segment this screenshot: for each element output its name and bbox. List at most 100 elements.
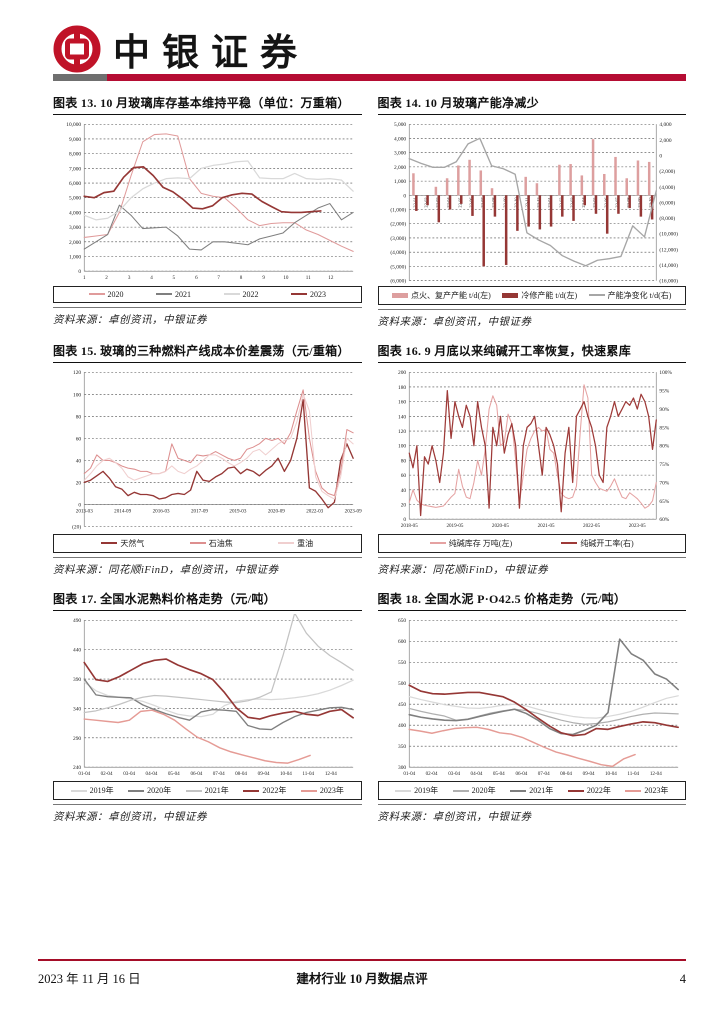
svg-text:20: 20 [400, 502, 406, 508]
legend-item: 纯碱库存 万吨(左) [429, 538, 512, 549]
legend-swatch [625, 789, 642, 792]
svg-text:(20): (20) [72, 523, 81, 530]
svg-text:0: 0 [659, 153, 662, 159]
figure-14-chart: (6,000) (5,000) (4,000) (3,000) (2,000) (1,00… [378, 118, 687, 285]
svg-text:6: 6 [195, 275, 198, 281]
svg-text:23-03: 23-03 [569, 197, 574, 208]
svg-text:06-04: 06-04 [515, 771, 527, 777]
svg-text:70%: 70% [659, 480, 669, 486]
legend-swatch [189, 542, 206, 544]
legend-item: 2022年 [567, 785, 611, 796]
svg-text:75%: 75% [659, 462, 669, 468]
figure-14-plot: (6,000) (5,000) (4,000) (3,000) (2,000) (1,00… [390, 122, 678, 285]
legend-swatch [278, 542, 295, 544]
svg-text:10,000: 10,000 [66, 122, 81, 128]
legend-item: 2021年 [185, 785, 229, 796]
svg-text:100: 100 [73, 392, 81, 398]
svg-text:2022-03: 2022-03 [306, 508, 323, 514]
legend-item: 2023 [291, 290, 326, 299]
svg-text:5,000: 5,000 [393, 122, 405, 128]
figure-17-legend: 2019年 2020年 2021年 2022年 2023年 [53, 781, 362, 801]
svg-text:07-04: 07-04 [213, 771, 225, 777]
figure-16-source: 资料来源：同花顺iFinD，中银证券 [377, 556, 686, 577]
figure-16-plot: 0 20 40 60 80 100 120 140 160 180 200 60% 65% 70% 75% 8… [398, 370, 672, 529]
legend-swatch [429, 542, 446, 544]
figure-17: 图表 17. 全国水泥熟料价格走势（元/吨） 240 290 340 390 440 49… [53, 590, 362, 825]
svg-text:08-04: 08-04 [560, 771, 572, 777]
legend-swatch [588, 294, 605, 297]
svg-text:22-09: 22-09 [502, 197, 507, 207]
svg-text:22-12: 22-12 [535, 197, 540, 207]
svg-text:600: 600 [398, 639, 406, 645]
footer-page-number: 4 [679, 972, 687, 986]
svg-text:23-05: 23-05 [592, 197, 597, 208]
svg-text:2,000: 2,000 [393, 165, 405, 171]
svg-text:500: 500 [398, 681, 406, 687]
svg-text:(12,000): (12,000) [659, 246, 678, 253]
svg-text:23-07: 23-07 [614, 197, 619, 208]
figures-grid: 图表 13. 10 月玻璃库存基本维持平稳（单位：万重箱） 0 1,000 2,00… [53, 94, 686, 824]
figure-16-chart: 0 20 40 60 80 100 120 140 160 180 200 60% 65% 70% 75% 8… [378, 366, 687, 533]
figure-18-source: 资料来源：卓创资讯，中银证券 [377, 804, 686, 824]
legend-item: 重油 [278, 538, 313, 549]
legend-swatch [510, 789, 527, 792]
svg-text:2,000: 2,000 [69, 240, 81, 246]
svg-text:1,000: 1,000 [393, 179, 405, 185]
svg-text:23-04: 23-04 [580, 197, 585, 208]
svg-text:6,000: 6,000 [69, 181, 81, 187]
svg-text:23-08: 23-08 [625, 197, 630, 208]
footer-doc-title: 建材行业 10 月数据点评 [296, 972, 428, 986]
legend-swatch [128, 789, 145, 792]
svg-text:200: 200 [398, 370, 406, 376]
figure-15-chart: (20) 0 20 40 60 80 100 120 2013-03 2014-09 2016-03… [53, 366, 361, 533]
svg-text:22-02: 22-02 [423, 197, 428, 207]
svg-text:2014-09: 2014-09 [114, 508, 131, 514]
figure-14: 图表 14. 10 月玻璃产能净减少 (6,000) (5,000) (4,000)… [377, 94, 687, 329]
svg-text:2021-05: 2021-05 [537, 523, 554, 529]
figure-18-title: 图表 18. 全国水泥 P·O42.5 价格走势（元/吨） [377, 590, 686, 611]
divider-gray-segment [53, 74, 107, 81]
figure-15-legend: 天然气 石油焦 重油 [53, 533, 362, 553]
svg-text:(4,000): (4,000) [659, 184, 675, 191]
svg-text:0: 0 [403, 193, 406, 199]
svg-text:100%: 100% [659, 370, 672, 376]
svg-text:(10,000): (10,000) [659, 231, 678, 238]
legend-item: 2021 [156, 290, 191, 299]
svg-text:120: 120 [398, 429, 406, 435]
svg-text:04-04: 04-04 [146, 771, 158, 777]
svg-text:80%: 80% [659, 443, 669, 449]
svg-text:23-09: 23-09 [636, 197, 641, 207]
svg-text:40: 40 [400, 488, 406, 494]
svg-text:11-04: 11-04 [302, 771, 314, 777]
svg-text:440: 440 [73, 647, 81, 653]
svg-text:9: 9 [262, 275, 265, 281]
svg-text:03-04: 03-04 [123, 771, 135, 777]
svg-text:07-04: 07-04 [537, 771, 549, 777]
svg-text:0: 0 [78, 502, 81, 508]
legend-swatch [291, 293, 307, 296]
figure-15: 图表 15. 玻璃的三种燃料产线成本价差震荡（元/重箱） (20) 0 20 40 60… [53, 342, 362, 577]
figure-17-chart: 240 290 340 390 440 490 01-04 02-04 03-04 04-04 05… [53, 613, 362, 781]
legend-swatch [243, 789, 260, 792]
legend-swatch [395, 789, 412, 792]
svg-text:09-04: 09-04 [582, 771, 594, 777]
header-divider [53, 74, 686, 81]
svg-text:390: 390 [73, 677, 81, 683]
svg-text:2019-03: 2019-03 [229, 508, 246, 514]
svg-text:2,000: 2,000 [659, 138, 671, 144]
svg-text:05-04: 05-04 [492, 771, 504, 777]
svg-text:(2,000): (2,000) [659, 168, 675, 175]
svg-text:10-04: 10-04 [604, 771, 616, 777]
svg-text:(16,000): (16,000) [659, 278, 678, 285]
svg-text:180: 180 [398, 385, 406, 391]
svg-text:(6,000): (6,000) [659, 199, 675, 206]
figure-16: 图表 16. 9 月底以来纯碱开工率恢复，快速累库 0 20 40 60 80 100 12… [377, 342, 687, 577]
svg-text:90%: 90% [659, 407, 669, 413]
legend-swatch [185, 789, 202, 792]
svg-text:23-10: 23-10 [648, 197, 653, 208]
svg-text:(2,000): (2,000) [390, 221, 406, 228]
legend-item: 2022 [223, 290, 259, 299]
svg-text:4,000: 4,000 [393, 136, 405, 142]
svg-text:22-07: 22-07 [479, 197, 484, 208]
svg-text:9,000: 9,000 [69, 137, 81, 143]
